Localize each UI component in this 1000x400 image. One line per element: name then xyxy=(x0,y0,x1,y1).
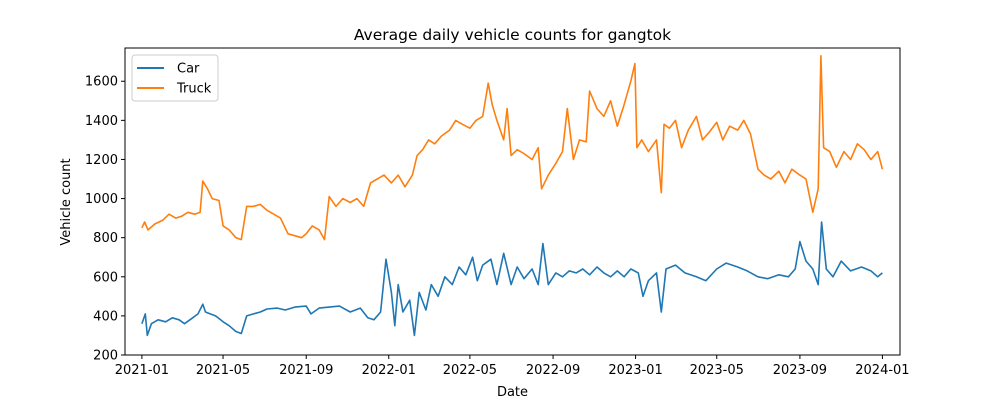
x-tick-label: 2021-09 xyxy=(279,363,333,378)
legend: Car Truck xyxy=(131,54,219,102)
y-tick-label: 400 xyxy=(93,309,118,324)
legend-box xyxy=(131,54,219,102)
legend-label-car: Car xyxy=(177,62,200,77)
chart-title: Average daily vehicle counts for gangtok xyxy=(354,26,671,44)
x-tick-label: 2024-01 xyxy=(855,363,909,378)
y-tick-label: 200 xyxy=(93,349,118,364)
series-layer xyxy=(141,55,884,337)
x-tick-label: 2021-01 xyxy=(115,363,169,378)
y-tick-label: 1600 xyxy=(85,75,118,90)
x-tick-label: 2023-09 xyxy=(773,363,827,378)
y-tick-label: 1000 xyxy=(85,192,118,207)
y-axis: 200 400 600 800 1000 1200 1400 1600 xyxy=(85,75,125,364)
x-tick-label: 2023-01 xyxy=(608,363,662,378)
y-axis-label: Vehicle count xyxy=(59,158,74,245)
y-tick-label: 1400 xyxy=(85,114,118,129)
plot-area xyxy=(125,48,900,355)
y-tick-label: 600 xyxy=(93,270,118,285)
y-tick-label: 800 xyxy=(93,231,118,246)
x-axis-label: Date xyxy=(497,385,528,400)
x-axis: 2021-01 2021-05 2021-09 2022-01 2022-05 2022-… xyxy=(115,355,910,378)
x-tick-label: 2022-01 xyxy=(362,363,416,378)
x-tick-label: 2022-05 xyxy=(443,363,497,378)
legend-label-truck: Truck xyxy=(176,82,212,97)
series-line-car xyxy=(141,221,883,337)
x-tick-label: 2021-05 xyxy=(196,363,250,378)
series-line-truck xyxy=(141,55,884,241)
x-tick-label: 2023-05 xyxy=(690,363,744,378)
x-tick-label: 2022-09 xyxy=(526,363,580,378)
y-tick-label: 1200 xyxy=(85,153,118,168)
axes-frame xyxy=(124,47,901,356)
